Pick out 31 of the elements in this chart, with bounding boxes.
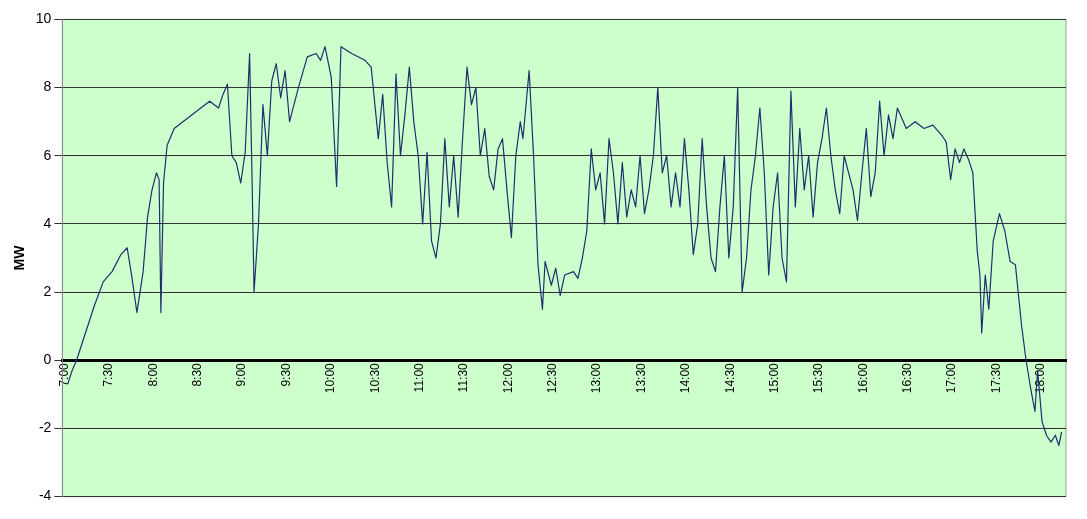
y-tick-label: 8 [43, 78, 52, 95]
x-tick-label: 15:30 [811, 362, 826, 394]
x-tick-label: 18:00 [1033, 362, 1048, 394]
x-tick-label: 16:00 [855, 362, 870, 394]
y-tick-label: 2 [43, 282, 52, 299]
y-axis-title: MW [11, 244, 28, 271]
x-tick-label: 13:30 [633, 362, 648, 394]
y-tick-label: 6 [43, 146, 52, 163]
x-tick-label: 10:30 [367, 362, 382, 394]
x-tick-label: 13:00 [589, 362, 604, 394]
x-tick-label: 17:30 [988, 362, 1003, 394]
x-tick-label: 9:00 [234, 362, 249, 387]
y-tick-label: -4 [38, 487, 52, 504]
x-tick-label: 10:00 [323, 362, 338, 394]
x-tick-label: 15:00 [766, 362, 781, 394]
x-tick-label: 16:30 [900, 362, 915, 394]
x-tick-label: 12:30 [545, 362, 560, 394]
y-tick-label: 10 [35, 10, 52, 27]
x-tick-label: 8:00 [145, 362, 160, 387]
x-tick-label: 8:30 [190, 362, 205, 387]
x-tick-label: 9:30 [278, 362, 293, 387]
x-tick-label: 11:30 [456, 362, 471, 393]
x-tick-label: 11:00 [411, 362, 426, 393]
x-tick-label: 12:00 [500, 362, 515, 394]
y-tick-label: 0 [43, 351, 52, 368]
x-tick-label: 17:00 [944, 362, 959, 394]
x-tick-label: 14:30 [722, 362, 737, 394]
x-tick-label: 14:00 [678, 362, 693, 394]
y-tick-label: 4 [43, 214, 52, 231]
x-tick-label: 7:30 [101, 362, 116, 387]
y-tick-label: -2 [38, 419, 52, 436]
